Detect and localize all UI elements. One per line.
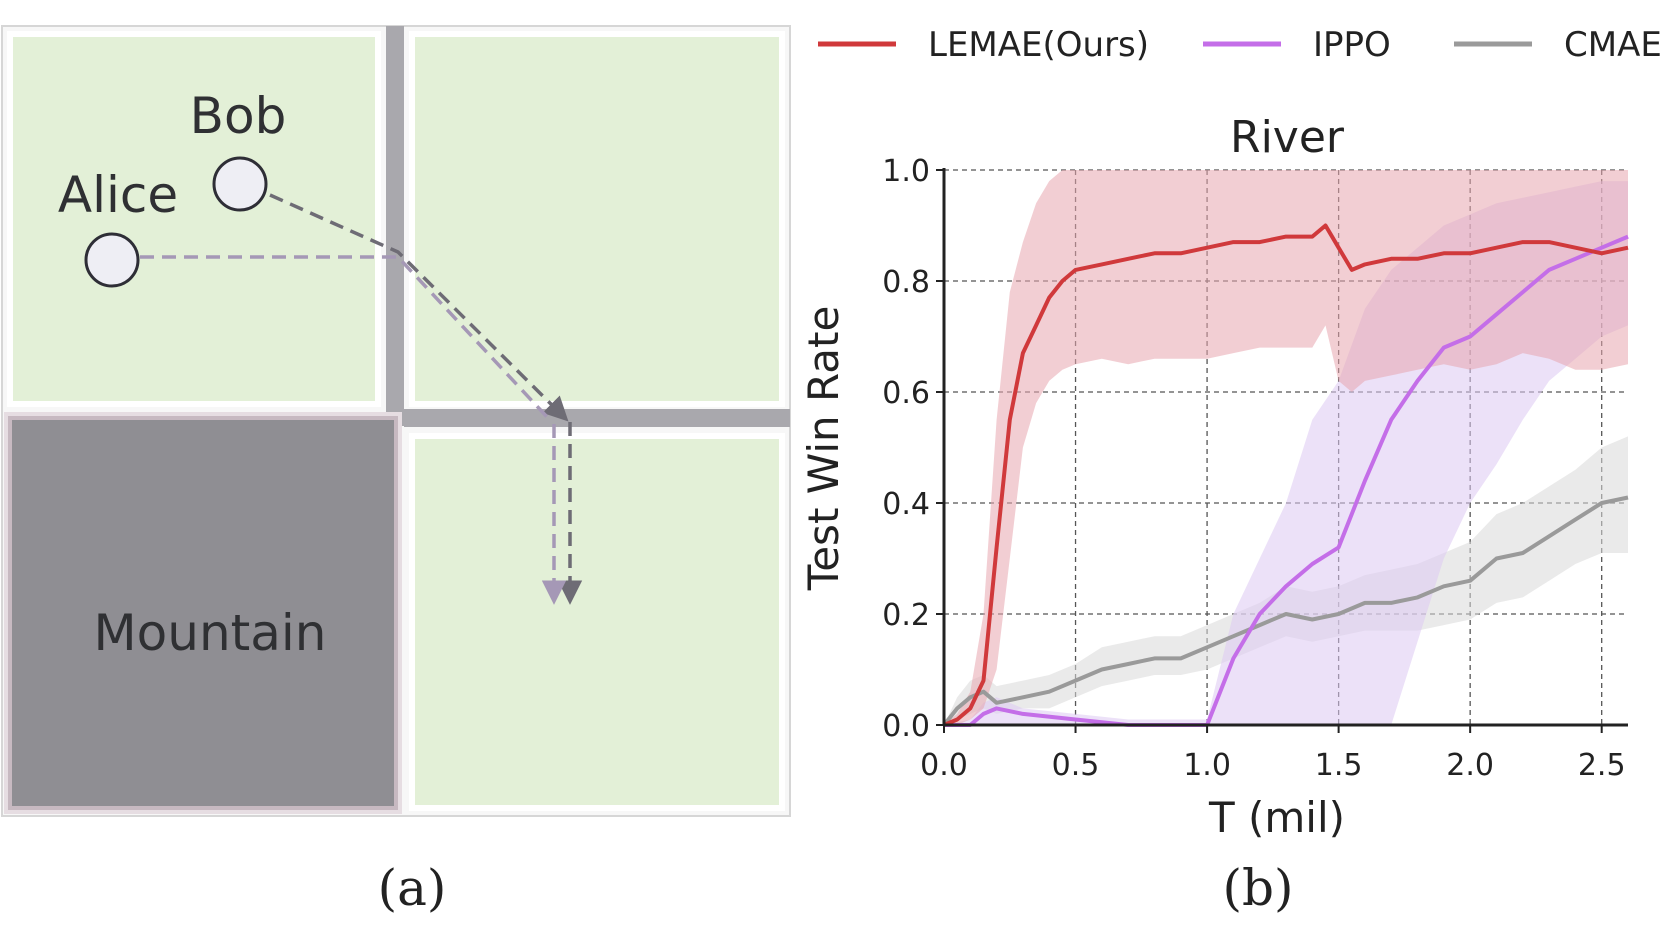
y-tick-label: 0.8 (882, 265, 930, 300)
chart-lines (942, 223, 1629, 727)
panel-b-caption: (b) (1222, 859, 1293, 917)
chart-bands (944, 170, 1628, 726)
agent-bob-label: Bob (190, 87, 287, 145)
agent-bob-circle (212, 156, 268, 212)
room-top-right (409, 31, 785, 407)
bob-path (269, 193, 569, 422)
x-tick-label: 2.0 (1446, 748, 1494, 783)
river-vertical (386, 26, 404, 426)
band-lemae-ours- (944, 170, 1628, 725)
x-axis-label: T (mil) (1208, 793, 1345, 842)
x-tick-label: 1.5 (1315, 748, 1363, 783)
y-tick-label: 0.0 (882, 709, 930, 744)
mountain-inner (8, 416, 398, 810)
x-tick-labels: 0.0 0.5 1.0 1.5 2.0 2.5 (920, 748, 1625, 783)
x-tick-label: 0.5 (1052, 748, 1100, 783)
win-rate-chart: LEMAE(Ours) IPPO CMAE River 0.0 0.5 1.0 1.5 2.… (799, 25, 1661, 842)
line-lemae-ours- (943, 223, 1629, 727)
x-tick-label: 0.0 (920, 748, 968, 783)
line-ippo (944, 234, 1629, 727)
legend-label: IPPO (1313, 25, 1391, 65)
legend-label: CMAE (1564, 25, 1661, 65)
y-tick-label: 0.6 (882, 376, 930, 411)
y-tick-label: 1.0 (882, 154, 930, 189)
line-cmae (942, 495, 1629, 727)
room-top-left (7, 31, 381, 407)
x-tick-label: 2.5 (1578, 748, 1626, 783)
river-horizontal (404, 409, 790, 427)
y-axis-label: Test Win Rate (799, 306, 848, 592)
mountain-label: Mountain (94, 604, 327, 662)
agent-alice-label: Alice (58, 166, 178, 224)
gridworld-map: Mountain Bob Alice (1, 25, 791, 817)
alice-path (140, 255, 550, 420)
y-tick-labels: 0.0 0.2 0.4 0.6 0.8 1.0 (882, 154, 930, 744)
y-tick-label: 0.4 (882, 487, 930, 522)
panel-a-caption: (a) (378, 859, 447, 917)
room-bottom-right (409, 433, 785, 811)
x-tick-label: 1.0 (1183, 748, 1231, 783)
agent-alice-circle (84, 232, 140, 288)
legend-label: LEMAE(Ours) (928, 25, 1149, 65)
chart-axes (936, 168, 1628, 733)
chart-title: River (1230, 112, 1345, 163)
band-cmae (944, 436, 1628, 725)
y-tick-label: 0.2 (882, 598, 930, 633)
chart-legend: LEMAE(Ours) IPPO CMAE (818, 25, 1661, 65)
